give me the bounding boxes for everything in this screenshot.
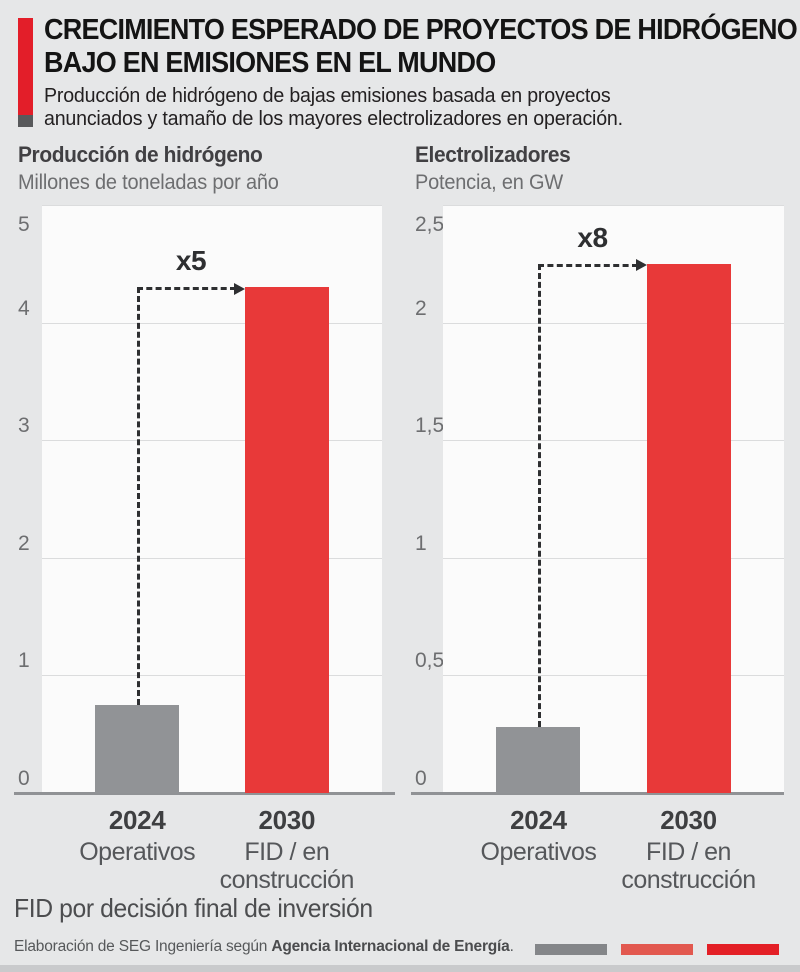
source-bold: Agencia Internacional de Energía: [271, 938, 510, 955]
category-sublabel: FID / en construcción: [219, 838, 355, 894]
category-label: 2024 Operativos: [52, 805, 222, 866]
bottom-border-strip: [0, 965, 800, 972]
plot-area: x8: [411, 205, 784, 795]
y-tick-label: 1: [18, 649, 30, 673]
gridline: [42, 675, 382, 677]
y-axis-labels: 0 0,5 1 1,5 2 2,5: [415, 205, 444, 793]
gridline: [42, 322, 382, 324]
plot-wrap: 0 0,5 1 1,5 2 2,5 x8: [411, 205, 784, 795]
brand-dash-2: [621, 944, 693, 955]
category-year: 2030: [258, 805, 316, 835]
category-label: 2024 Operativos: [453, 805, 623, 866]
category-sublabel: FID / en construcción: [621, 838, 756, 894]
gridline: [443, 322, 784, 324]
brand-dash-3: [707, 944, 779, 955]
gridline: [42, 440, 382, 442]
y-tick-label: 2: [18, 531, 30, 555]
gridline: [443, 205, 784, 206]
page-subtitle-line1: Producción de hidrógeno de bajas emision…: [44, 85, 611, 107]
title-accent-bar: [18, 18, 33, 127]
arrowhead-icon: [635, 259, 647, 272]
fid-footnote: FID por decisión final de inversión: [14, 893, 373, 923]
gridline: [42, 205, 382, 206]
plot-area: x5: [14, 205, 395, 795]
category-label: 2030 FID / en construcción: [202, 805, 372, 894]
gridline: [42, 557, 382, 559]
gridline: [443, 557, 784, 559]
chart-title: Producción de hidrógeno: [18, 142, 263, 167]
category-year: 2030: [660, 805, 717, 835]
y-tick-label: 2,5: [415, 213, 445, 236]
arrowhead-icon: [233, 282, 245, 295]
page-title-line2: BAJO EN EMISIONES EN EL MUNDO: [44, 47, 496, 79]
category-year: 2024: [510, 805, 567, 835]
brand-dashes: [535, 944, 779, 955]
source-suffix: .: [509, 938, 514, 955]
y-tick-label: 3: [18, 414, 30, 438]
growth-arrow-line: [137, 287, 236, 705]
page-title: CRECIMIENTO ESPERADO DE PROYECTOS DE HID…: [44, 14, 798, 80]
category-sublabel: Operativos: [480, 838, 597, 866]
gridline: [443, 440, 784, 442]
y-tick-label: 4: [18, 296, 30, 320]
chart-unit-label: Millones de toneladas por año: [18, 171, 279, 194]
x-axis-line: [14, 792, 395, 795]
y-tick-label: 0: [18, 767, 30, 790]
x-axis-labels: 2024 Operativos 2030 FID / en construcción: [18, 805, 382, 915]
chart-unit-label: Potencia, en GW: [415, 171, 563, 194]
category-sublabel: Operativos: [79, 838, 196, 866]
growth-multiplier-label: x8: [577, 221, 608, 253]
y-tick-label: 0: [415, 767, 427, 790]
y-axis-labels: 0 1 2 3 4 5: [18, 205, 42, 793]
bar-2030: [244, 287, 329, 793]
page-title-line1: CRECIMIENTO ESPERADO DE PROYECTOS DE HID…: [44, 14, 798, 46]
category-label: 2030 FID / en construcción: [604, 805, 774, 894]
bar-2024: [496, 727, 581, 793]
bar-2024: [95, 704, 180, 793]
accent-gray-segment: [18, 115, 33, 127]
chart-hydrogen-production: Producción de hidrógeno Millones de tone…: [14, 142, 395, 894]
x-axis-line: [411, 792, 784, 795]
y-tick-label: 2: [415, 296, 427, 320]
brand-dash-1: [535, 944, 607, 955]
source-line: Elaboración de SEG Ingeniería según Agen…: [14, 938, 514, 956]
accent-red-segment: [18, 18, 33, 115]
y-tick-label: 0,5: [415, 649, 445, 673]
chart-electrolyzers: Electrolizadores Potencia, en GW 0 0,5 1 1,…: [411, 142, 784, 894]
gridline: [443, 675, 784, 677]
plot-wrap: 0 1 2 3 4 5 x5: [14, 205, 395, 795]
page-subtitle-line2: anunciados y tamaño de los mayores elect…: [44, 108, 623, 130]
page-subtitle: Producción de hidrógeno de bajas emision…: [44, 85, 623, 131]
y-tick-label: 1: [415, 531, 427, 555]
x-axis-labels: 2024 Operativos 2030 FID / en construcción: [415, 805, 784, 915]
y-tick-label: 5: [18, 213, 30, 236]
category-year: 2024: [108, 805, 166, 835]
growth-arrow-line: [538, 263, 638, 728]
source-prefix: Elaboración de SEG Ingeniería según: [14, 938, 272, 955]
chart-title: Electrolizadores: [415, 142, 571, 167]
y-tick-label: 1,5: [415, 414, 445, 438]
growth-multiplier-label: x5: [175, 245, 207, 277]
bar-2030: [646, 263, 731, 793]
